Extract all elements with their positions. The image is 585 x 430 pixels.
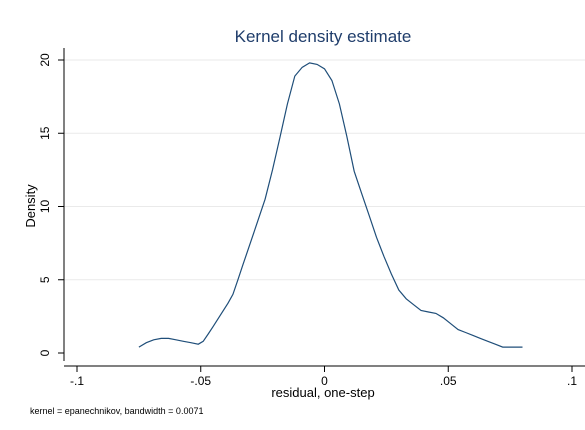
chart-title: Kernel density estimate (235, 27, 412, 46)
plot-area (64, 48, 585, 361)
y-tick-label: 20 (38, 53, 52, 67)
kernel-note: kernel = epanechnikov, bandwidth = 0.007… (30, 406, 203, 416)
x-tick-label: .1 (567, 374, 577, 388)
y-axis: 0 5 10 15 20 (38, 48, 65, 361)
grid-lines (64, 59, 585, 281)
x-tick-label: 0 (321, 374, 328, 388)
x-tick-label: -.05 (190, 374, 211, 388)
x-tick-label: .05 (440, 374, 457, 388)
y-tick-label: 15 (38, 126, 52, 140)
y-axis-label: Density (23, 184, 38, 228)
x-tick-label: -.1 (70, 374, 84, 388)
density-curve (138, 62, 523, 348)
y-tick-label: 0 (38, 349, 52, 356)
y-tick-label: 5 (38, 276, 52, 283)
x-axis: -.1 -.05 0 .05 .1 (64, 365, 585, 388)
y-tick-label: 10 (38, 200, 52, 214)
x-axis-label: residual, one-step (271, 385, 374, 400)
